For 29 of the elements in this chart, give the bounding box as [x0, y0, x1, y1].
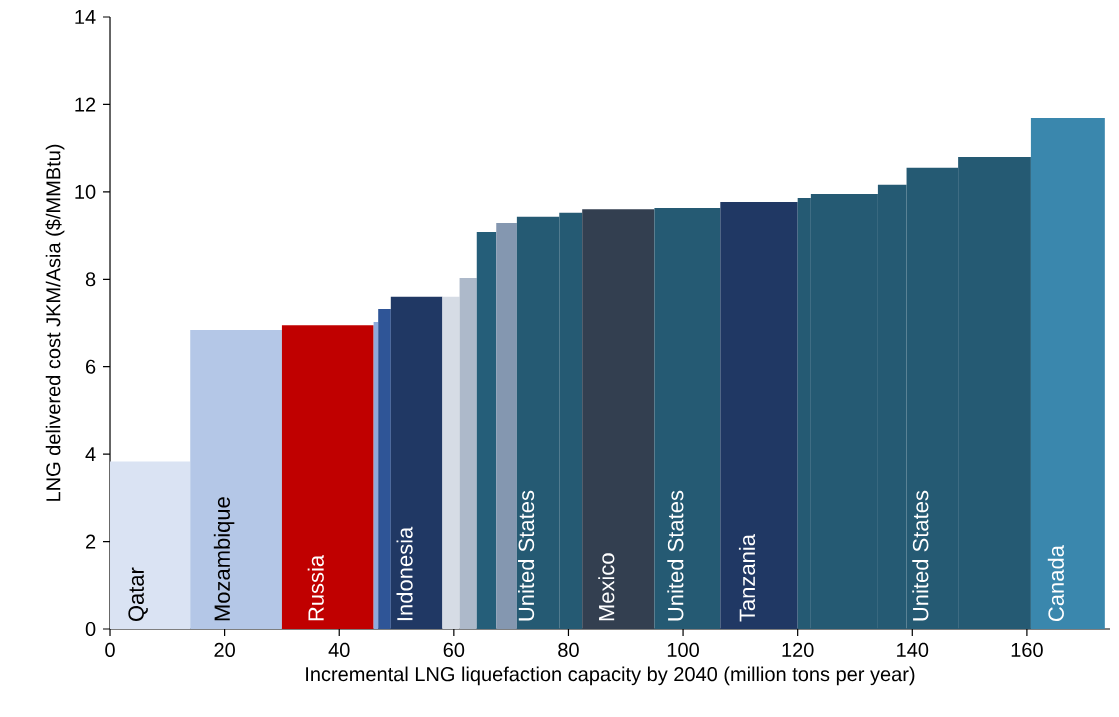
data-label: Tanzania: [738, 534, 756, 622]
y-tick-label: 14: [75, 10, 96, 24]
data-label: United States: [912, 490, 929, 621]
x-axis-title: Incremental LNG liquefaction capacity by 2040 (million tons per year): [306, 666, 915, 686]
data-label: United States: [667, 490, 684, 621]
y-tick-label: 8: [85, 272, 96, 287]
data-label: Qatar: [128, 567, 148, 622]
data-label: Indonesia: [396, 526, 413, 621]
data-label: Mexico: [598, 553, 615, 621]
data-label: Russia: [307, 554, 324, 621]
x-tick-label: 0: [105, 642, 115, 657]
x-tick-label: 120: [782, 642, 814, 657]
x-tick-label: 140: [897, 642, 929, 657]
data-label: Canada: [1047, 545, 1064, 622]
x-tick-label: 160: [1011, 642, 1043, 657]
y-tick-label: 6: [86, 359, 96, 374]
data-label: United States: [518, 490, 535, 621]
y-tick-label: 0: [85, 621, 96, 637]
y-tick-label: 4: [85, 447, 96, 462]
data-label: Mozambique: [213, 497, 235, 621]
y-tick-label: 10: [75, 184, 96, 199]
x-tick-label: 100: [667, 642, 699, 657]
x-tick-label: 60: [443, 642, 465, 657]
y-tick-label: 12: [75, 97, 96, 112]
x-tick-label: 80: [558, 642, 579, 657]
y-axis-title: LNG delivered cost JKM/Asia ($/MMBtu): [45, 144, 65, 501]
x-tick-label: 40: [328, 642, 350, 657]
x-tick-label: 20: [214, 642, 235, 657]
y-tick-label: 2: [86, 534, 96, 549]
